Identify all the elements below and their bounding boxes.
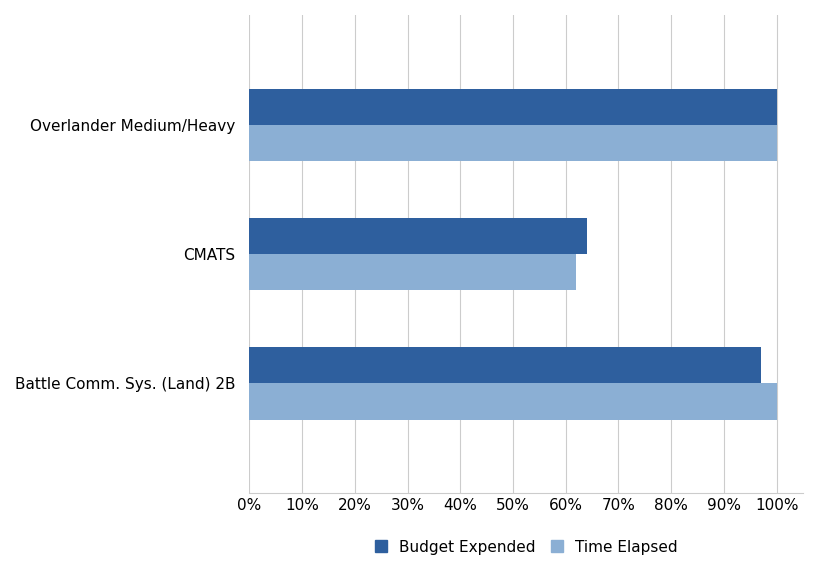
Bar xyxy=(249,254,577,290)
Bar xyxy=(249,218,587,254)
Bar xyxy=(249,89,776,125)
Legend: Budget Expended, Time Elapsed: Budget Expended, Time Elapsed xyxy=(367,532,685,562)
Bar xyxy=(249,125,776,161)
Bar xyxy=(249,347,761,383)
Bar xyxy=(249,383,776,420)
